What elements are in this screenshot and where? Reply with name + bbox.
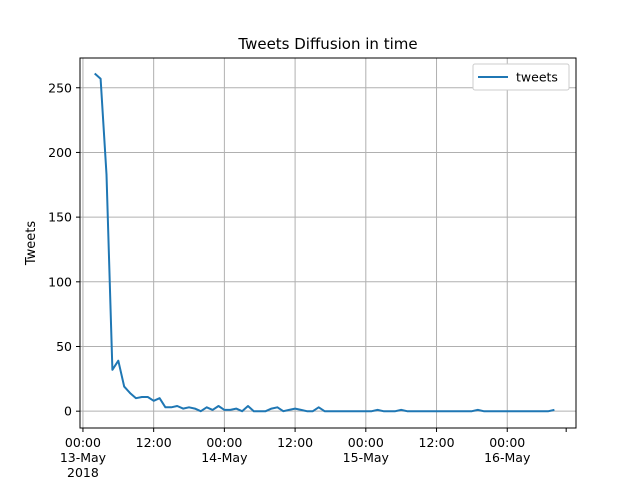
legend-label: tweets (516, 70, 558, 85)
chart-title: Tweets Diffusion in time (237, 35, 417, 53)
y-tick-label: 50 (56, 339, 72, 354)
plot-frame (79, 57, 577, 429)
x-tick-label: 00:00 (65, 435, 101, 450)
legend: tweets (472, 63, 570, 91)
legend-box (472, 63, 570, 91)
x-tick-label: 14-May (201, 450, 248, 465)
x-tick-label: 2018 (67, 465, 99, 480)
y-tick-label: 100 (48, 274, 72, 289)
y-tick-label: 0 (64, 404, 72, 419)
y-tick-label: 250 (48, 80, 72, 95)
series-line-tweets (94, 72, 555, 413)
x-tick-label: 12:00 (277, 435, 313, 450)
x-tick-label: 12:00 (136, 435, 172, 450)
y-tick-label: 200 (48, 145, 72, 160)
x-tick-label: 00:00 (206, 435, 242, 450)
x-tick-label: 00:00 (348, 435, 384, 450)
x-tick-label: 13-May (60, 450, 107, 465)
y-axis-label: Tweets (24, 221, 39, 267)
x-tick-label: 15-May (343, 450, 390, 465)
gridlines (80, 58, 576, 428)
y-tick-label: 150 (48, 210, 72, 225)
x-tick-label: 00:00 (489, 435, 525, 450)
x-tick-label: 12:00 (419, 435, 455, 450)
x-tick-label: 16-May (484, 450, 531, 465)
series-lines (94, 72, 555, 413)
